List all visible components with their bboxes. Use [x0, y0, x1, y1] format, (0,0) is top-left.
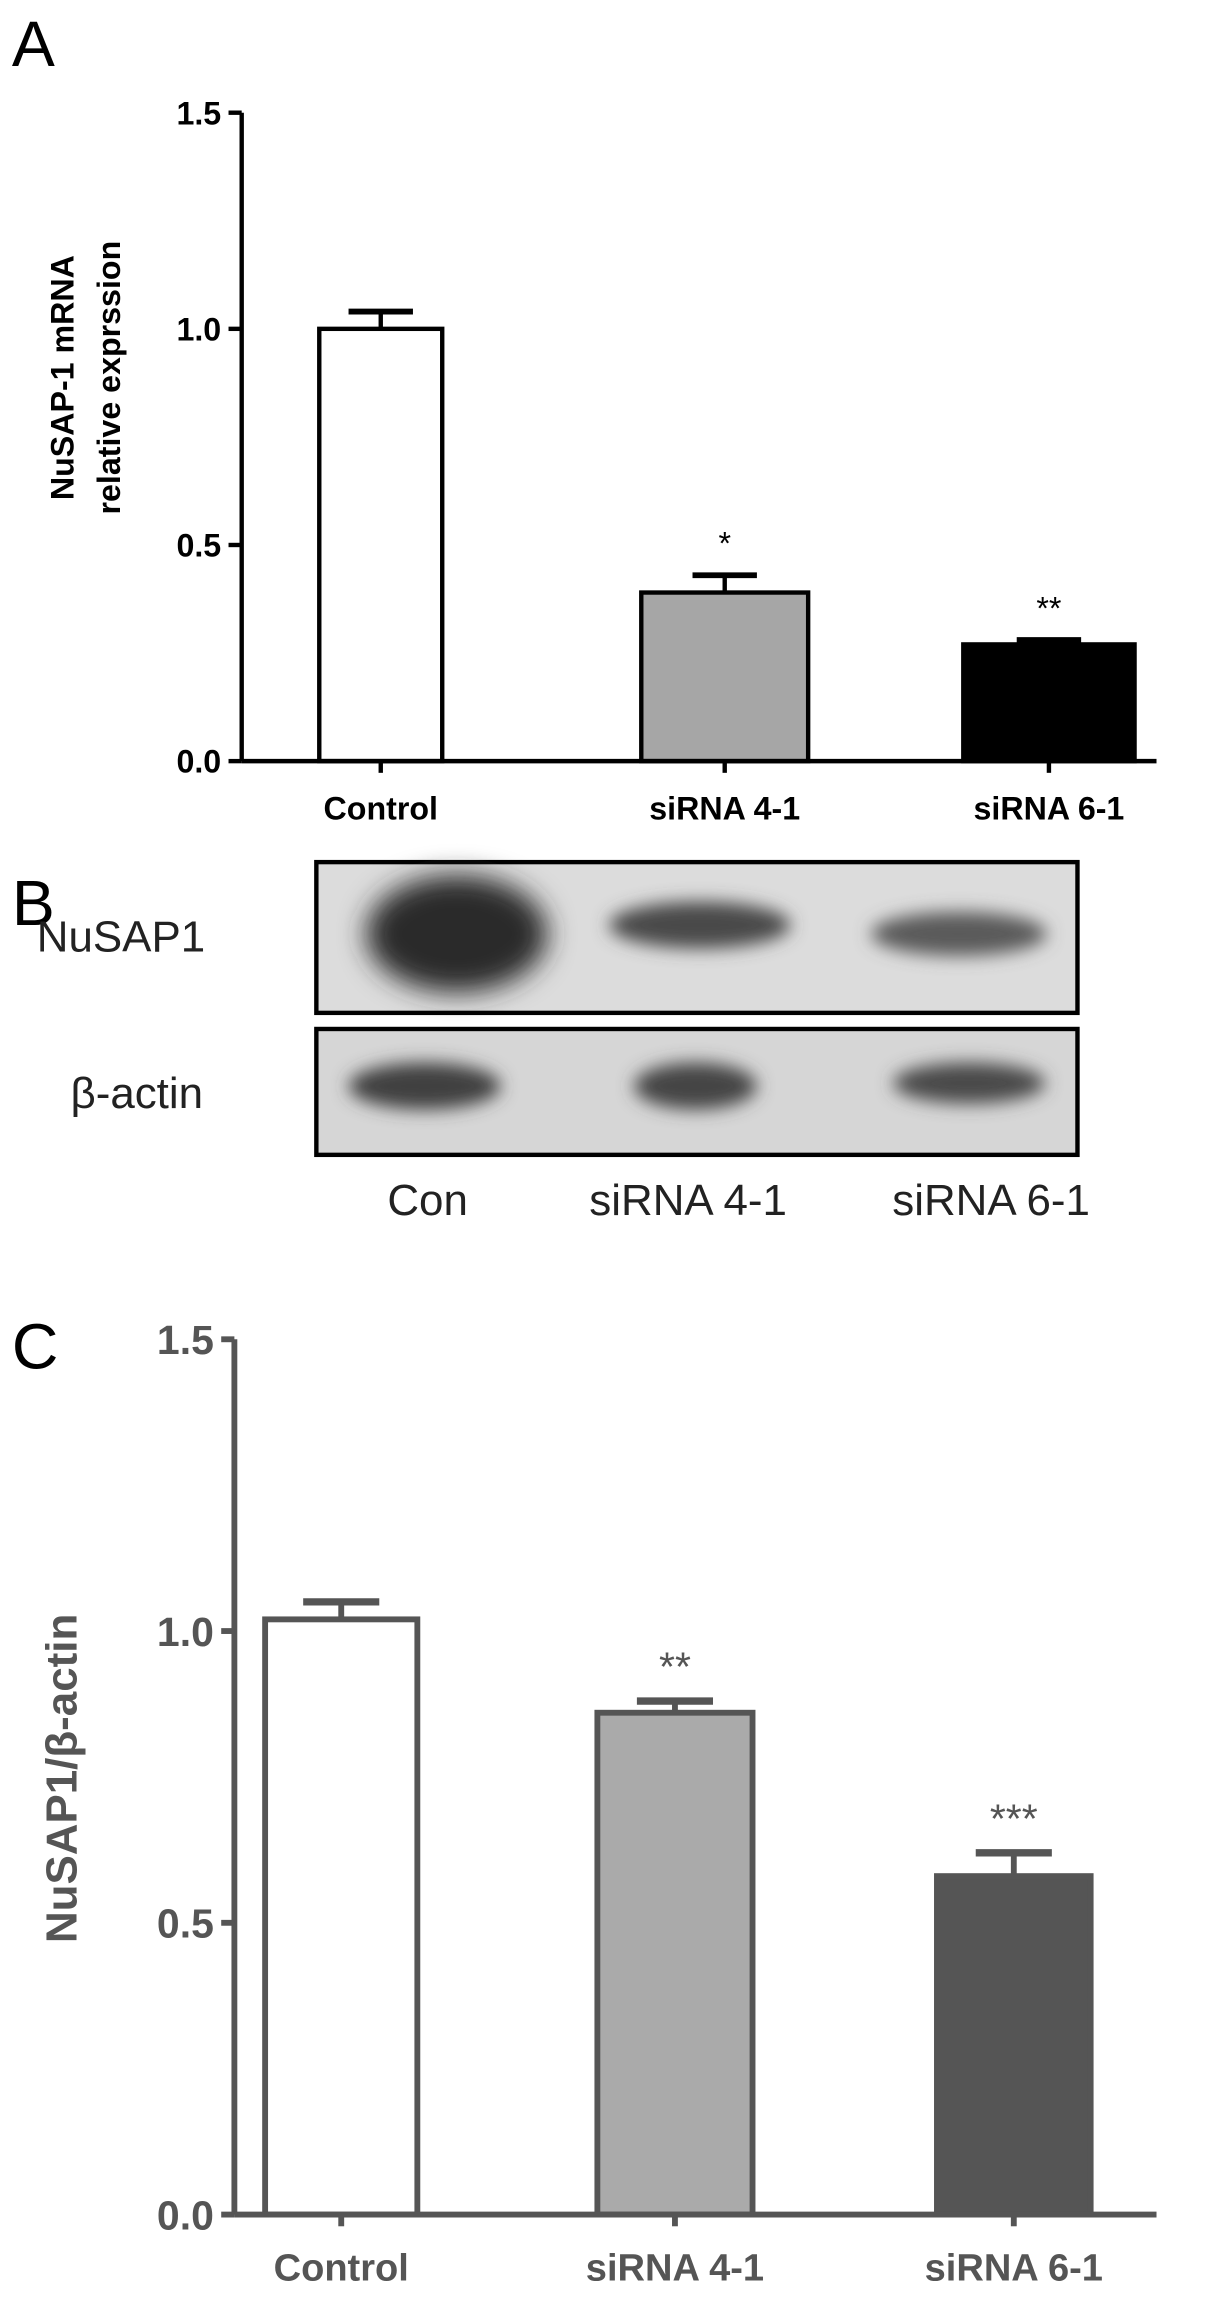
- significance-marker: **: [1036, 591, 1062, 627]
- significance-marker: ***: [990, 1795, 1038, 1841]
- band-actin-con: [348, 1062, 501, 1110]
- chart-a-ylabel-line1: NuSAP-1 mRNA: [44, 255, 80, 500]
- blot-strip-beta-actin: [314, 1026, 1080, 1158]
- y-tick-label: 1.0: [157, 1609, 214, 1655]
- x-tick-label: siRNA 6-1: [925, 2247, 1103, 2289]
- x-tick-label: siRNA 4-1: [649, 791, 800, 827]
- y-tick-label: 1.0: [176, 311, 221, 347]
- bar-control: [262, 1616, 421, 2218]
- x-tick-label: Control: [274, 2247, 409, 2289]
- panel-label-b: B: [12, 867, 55, 939]
- blot-row-label-beta-actin: β-actin: [70, 1069, 203, 1118]
- x-tick-label: siRNA 6-1: [973, 791, 1124, 827]
- panel-label-c: C: [12, 1311, 59, 1383]
- y-tick-label: 0.5: [157, 1901, 214, 1947]
- chart-a-ylabel-line2: relative exprssion: [91, 241, 127, 515]
- y-tick-label: 0.0: [157, 2192, 214, 2238]
- chart-a-mrna-expression: NuSAP-1 mRNA relative exprssion Control *…: [44, 95, 1157, 827]
- significance-marker: **: [659, 1644, 691, 1690]
- y-tick-label: 0.5: [176, 528, 221, 564]
- blot-row-label-nusap1: NuSAP1: [37, 912, 205, 961]
- chart-c-protein-ratio: NuSAP1/β-actin Control ** siRNA 4-1 *** siRN…: [37, 1317, 1157, 2289]
- band-actin-sirna6-1: [893, 1062, 1046, 1104]
- band-nusap1-con: [366, 875, 548, 993]
- bar-sirna-4-1: [639, 590, 811, 764]
- lane-label-sirna6-1: siRNA 6-1: [892, 1176, 1090, 1225]
- western-blot: NuSAP1 β-actin Con siRNA 4-1 siRNA 6-1: [37, 859, 1090, 1225]
- band-nusap1-sirna4-1: [609, 901, 791, 949]
- x-tick-label: Control: [324, 791, 438, 827]
- bar-sirna-6-1: [961, 642, 1137, 764]
- chart-c-ylabel: NuSAP1/β-actin: [37, 1614, 86, 1943]
- y-tick-label: 1.5: [157, 1317, 214, 1363]
- panel-label-a: A: [12, 8, 55, 80]
- y-tick-label: 0.0: [176, 744, 221, 780]
- x-tick-label: siRNA 4-1: [586, 2247, 764, 2289]
- y-tick-label: 1.5: [176, 95, 221, 131]
- bar-sirna-6-1: [934, 1873, 1094, 2218]
- blot-strip-nusap1: [314, 859, 1080, 1016]
- significance-marker: *: [718, 526, 731, 562]
- bar-sirna-4-1: [594, 1709, 756, 2218]
- bar-control: [317, 326, 445, 764]
- lane-label-con: Con: [387, 1176, 468, 1225]
- band-actin-sirna4-1: [633, 1062, 757, 1110]
- lane-label-sirna4-1: siRNA 4-1: [589, 1176, 787, 1225]
- band-nusap1-sirna6-1: [871, 911, 1047, 956]
